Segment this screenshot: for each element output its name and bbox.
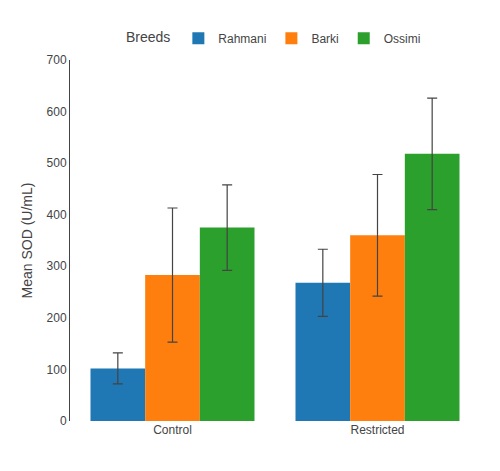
svg-text:Barki: Barki [311,32,338,46]
svg-text:Mean SOD (U/mL): Mean SOD (U/mL) [19,183,35,299]
svg-text:Rahmani: Rahmani [218,32,266,46]
svg-text:Restricted: Restricted [350,423,404,437]
svg-text:Control: Control [153,423,192,437]
svg-text:Ossimi: Ossimi [384,32,421,46]
svg-text:Breeds: Breeds [126,29,170,45]
svg-text:0: 0 [60,414,67,428]
svg-text:700: 700 [47,53,67,67]
svg-text:200: 200 [47,311,67,325]
svg-text:100: 100 [47,363,67,377]
svg-text:600: 600 [47,105,67,119]
svg-text:400: 400 [47,208,67,222]
svg-text:300: 300 [47,259,67,273]
svg-text:500: 500 [47,156,67,170]
